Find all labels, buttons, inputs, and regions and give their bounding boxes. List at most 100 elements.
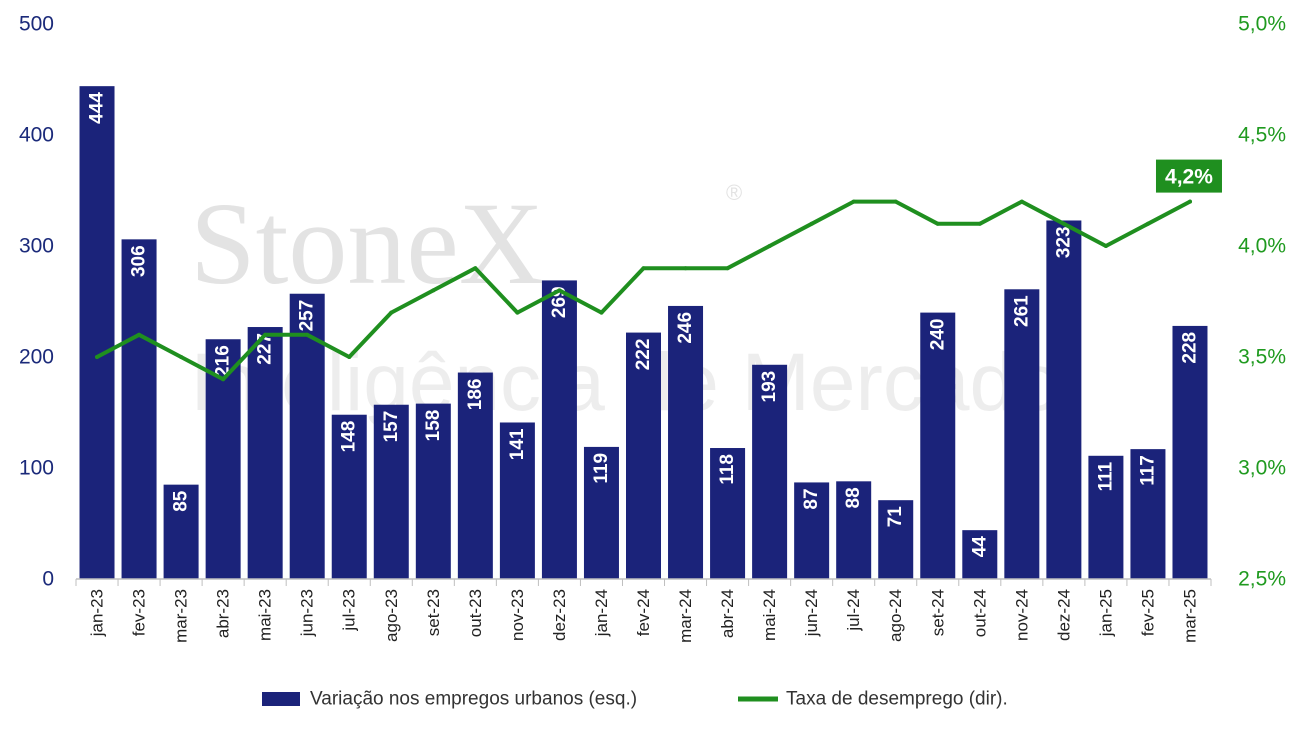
x-tick-label: fev-24: [634, 589, 653, 636]
y-right-tick-label: 3,5%: [1238, 346, 1286, 369]
bar: [415, 403, 451, 579]
bar-label: 119: [591, 453, 612, 484]
line-point: [473, 266, 478, 271]
x-tick-label: ago-24: [886, 589, 905, 642]
line-point: [767, 244, 772, 248]
line-point: [893, 199, 898, 204]
bar-label: 227: [255, 333, 276, 365]
x-tick-label: jul-23: [340, 589, 359, 632]
y-right-tick-label: 2,5%: [1238, 568, 1286, 591]
callout-label: 4,2%: [1165, 166, 1213, 189]
line-point: [1019, 199, 1024, 204]
x-tick-label: mar-25: [1180, 589, 1199, 643]
legend-bar-swatch: [262, 692, 300, 706]
watermark-brand: StoneX: [190, 178, 544, 309]
bar: [163, 484, 199, 579]
bar: [457, 372, 493, 579]
x-tick-label: dez-23: [550, 589, 569, 641]
x-tick-label: mar-24: [676, 589, 695, 643]
line-point: [515, 310, 520, 315]
bar: [1046, 220, 1082, 579]
y-left-tick-label: 200: [19, 346, 54, 369]
line-point: [599, 310, 604, 315]
x-tick-label: dez-24: [1054, 589, 1073, 641]
bar-label: 193: [759, 371, 780, 403]
line-point: [1145, 221, 1150, 226]
x-tick-label: nov-24: [1012, 589, 1031, 641]
bar: [121, 239, 157, 579]
y-left-tick-label: 400: [19, 124, 54, 147]
x-tick-label: out-24: [970, 589, 989, 637]
bar-label: 323: [1053, 226, 1074, 258]
line-point: [1103, 244, 1108, 248]
line-point: [347, 355, 352, 359]
x-tick-label: fev-23: [130, 589, 149, 636]
bar-label: 246: [675, 312, 696, 344]
x-tick-label: nov-23: [508, 589, 527, 641]
bar: [1004, 289, 1040, 579]
line-point: [683, 266, 688, 271]
line-point: [851, 199, 856, 204]
bar-label: 88: [843, 487, 864, 508]
bar-label: 216: [213, 345, 234, 377]
bar-label: 157: [381, 411, 402, 443]
bar-label: 117: [1137, 455, 1158, 486]
bar: [247, 327, 283, 579]
bar-label: 148: [339, 421, 360, 453]
y-left-tick-label: 300: [19, 235, 54, 258]
x-tick-label: jan-25: [1096, 589, 1115, 637]
bar-label: 44: [969, 536, 990, 558]
bar-label: 85: [171, 490, 192, 512]
line-series: [95, 199, 1192, 382]
bar-label: 222: [633, 339, 654, 371]
x-tick-label: fev-25: [1138, 589, 1157, 636]
last-value-callout: 4,2%: [1155, 159, 1222, 193]
watermark-registered: ®: [726, 180, 742, 205]
x-tick-label: set-24: [928, 589, 947, 636]
bar-label: 118: [717, 454, 738, 485]
bar-label: 186: [465, 379, 486, 411]
line-point: [557, 288, 562, 293]
y-right-tick-label: 3,0%: [1238, 457, 1286, 480]
line-point: [263, 332, 268, 337]
x-tick-label: ago-23: [382, 589, 401, 642]
legend-line-label: Taxa de desemprego (dir).: [786, 689, 1008, 710]
bar: [878, 500, 914, 579]
line-point: [179, 355, 184, 359]
callout-box: [1155, 159, 1222, 193]
y-left-tick-label: 0: [42, 568, 54, 591]
bar: [668, 305, 704, 579]
x-tick-label: jul-24: [844, 589, 863, 632]
axes: jan-23 fev-23 mar-23 abr-23 mai-23 jun-23 jul-…: [19, 13, 1286, 643]
y-right-tick-label: 4,5%: [1238, 124, 1286, 147]
x-tick-label: mai-23: [256, 589, 275, 641]
bar: [920, 312, 956, 579]
line-point: [1187, 199, 1192, 204]
x-tick-label: abr-23: [214, 589, 233, 638]
y-left-tick-label: 500: [19, 13, 54, 36]
bar-label: 87: [801, 488, 822, 509]
x-tick-label: mai-24: [760, 589, 779, 641]
bar-label: 444: [87, 92, 108, 124]
bar: [962, 530, 998, 579]
bar-label: 257: [297, 300, 318, 332]
y-right-tick-label: 4,0%: [1238, 235, 1286, 258]
x-tick-label: jun-24: [802, 589, 821, 637]
bar: [710, 448, 746, 579]
line-point: [137, 332, 142, 337]
bar-label: 141: [507, 428, 528, 460]
line-point: [1061, 221, 1066, 226]
bar-label: 228: [1179, 332, 1200, 364]
line-point: [977, 221, 982, 226]
bar: [794, 482, 830, 579]
bar: [626, 332, 661, 579]
bar: [836, 481, 872, 579]
x-tick-label: jan-23: [88, 589, 107, 637]
bar: [583, 446, 619, 579]
line-point: [95, 355, 100, 359]
bar-label: 111: [1095, 461, 1116, 491]
line-point: [389, 310, 394, 315]
legend-bar-label: Variação nos empregos urbanos (esq.): [310, 689, 637, 710]
